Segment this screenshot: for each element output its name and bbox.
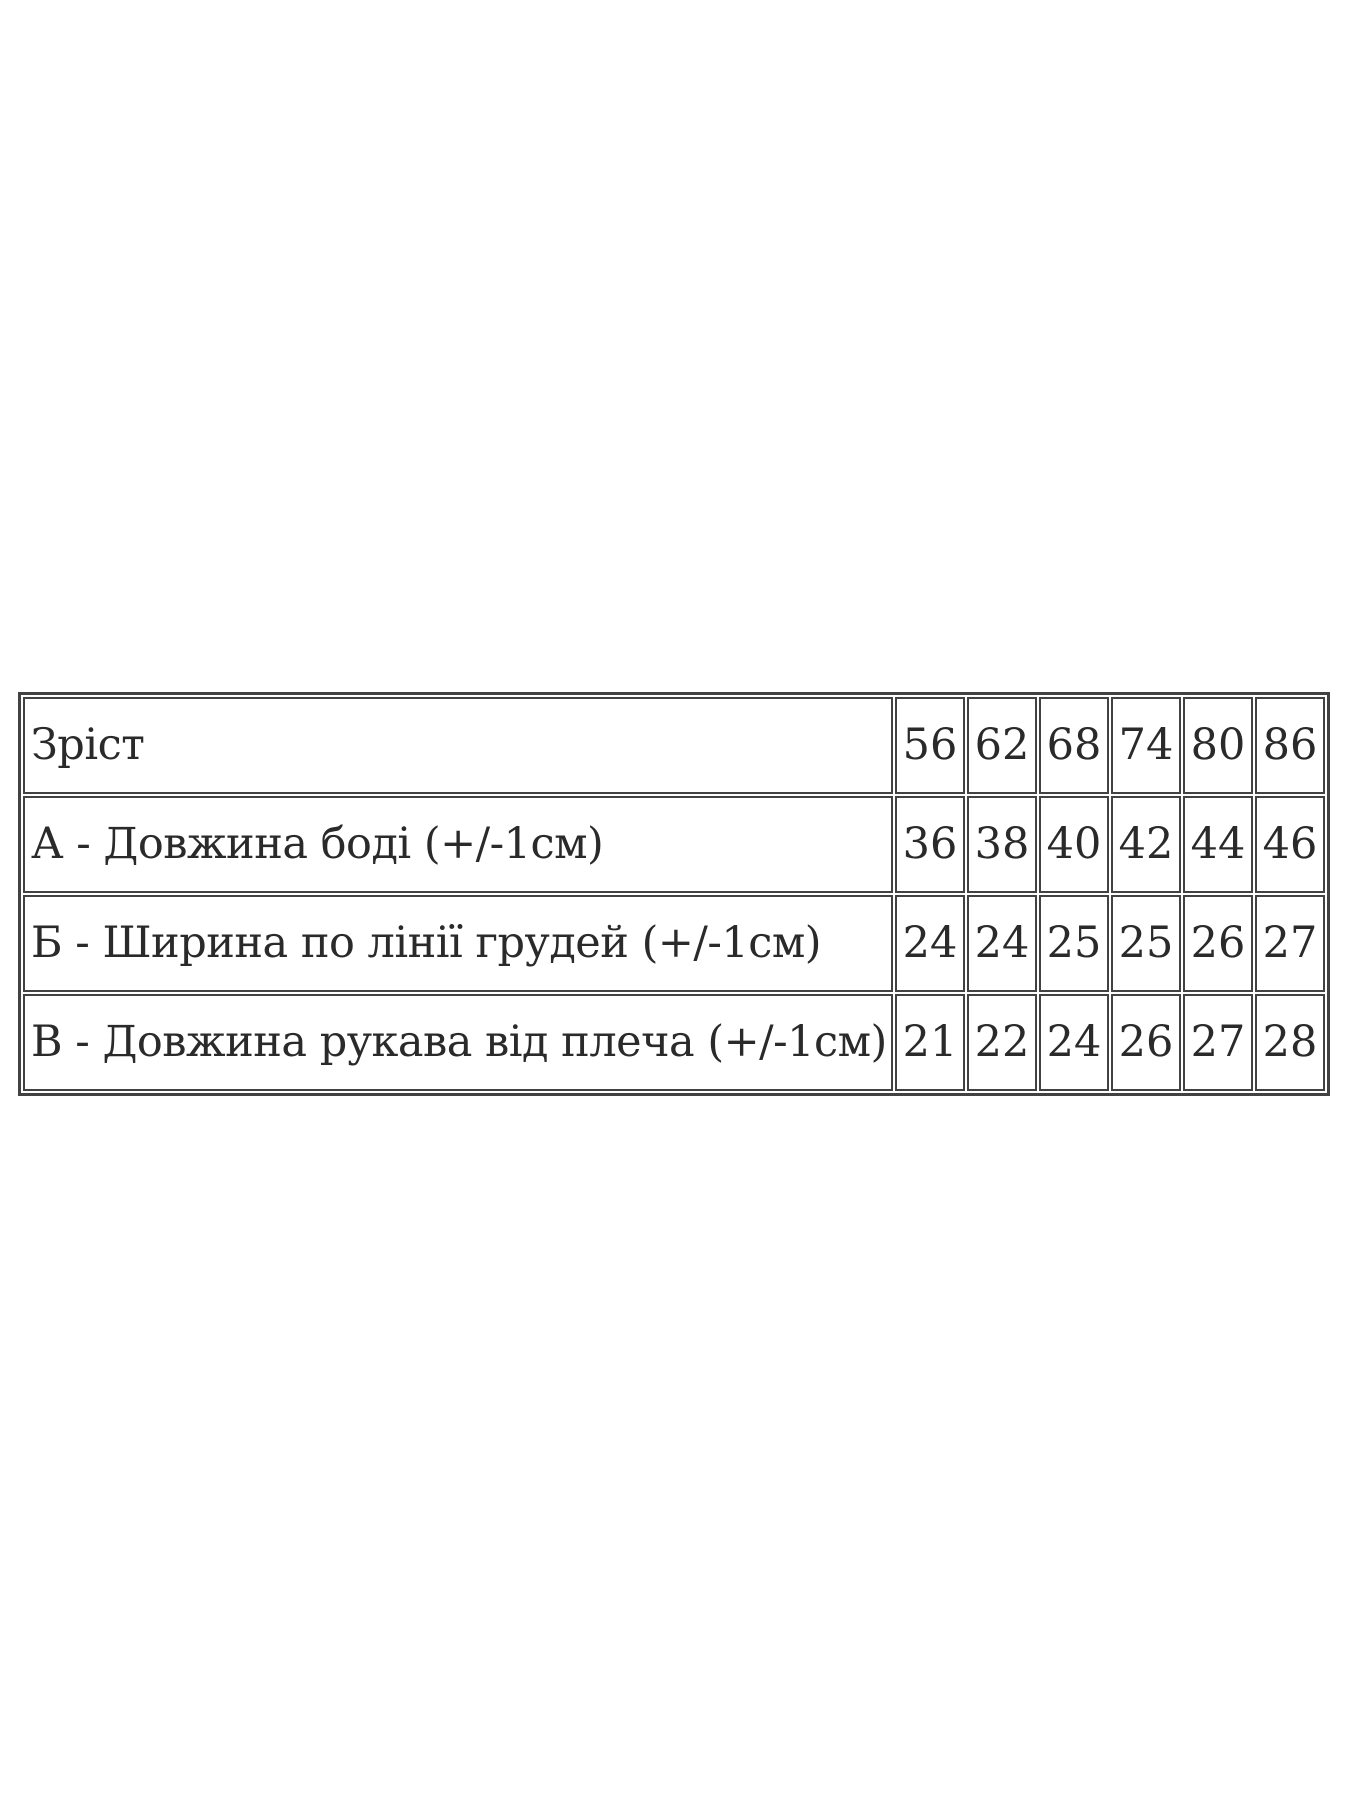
height-size-cell: 68	[1039, 697, 1109, 794]
sleeve-length-cell: 22	[967, 994, 1037, 1091]
chest-width-cell: 24	[967, 895, 1037, 992]
height-size-cell: 62	[967, 697, 1037, 794]
chest-width-cell: 24	[895, 895, 965, 992]
height-size-cell: 56	[895, 697, 965, 794]
body-length-cell: 44	[1183, 796, 1253, 893]
row-label-sleeve-length: В - Довжина рукава від плеча (+/-1см)	[23, 994, 893, 1091]
sleeve-length-cell: 21	[895, 994, 965, 1091]
chest-width-cell: 26	[1183, 895, 1253, 992]
chest-width-cell: 25	[1111, 895, 1181, 992]
body-length-cell: 38	[967, 796, 1037, 893]
chest-width-cell: 27	[1255, 895, 1325, 992]
sleeve-length-cell: 27	[1183, 994, 1253, 1091]
table-row-sleeve-length: В - Довжина рукава від плеча (+/-1см) 21…	[23, 994, 1325, 1091]
sleeve-length-cell: 26	[1111, 994, 1181, 1091]
body-length-cell: 36	[895, 796, 965, 893]
row-label-chest-width: Б - Ширина по лінії грудей (+/-1см)	[23, 895, 893, 992]
height-size-cell: 80	[1183, 697, 1253, 794]
row-label-body-length: А - Довжина боді (+/-1см)	[23, 796, 893, 893]
body-length-cell: 46	[1255, 796, 1325, 893]
sleeve-length-cell: 28	[1255, 994, 1325, 1091]
sleeve-length-cell: 24	[1039, 994, 1109, 1091]
table-row-chest-width: Б - Ширина по лінії грудей (+/-1см) 24 2…	[23, 895, 1325, 992]
height-size-cell: 86	[1255, 697, 1325, 794]
row-label-height: Зріст	[23, 697, 893, 794]
height-size-cell: 74	[1111, 697, 1181, 794]
body-length-cell: 40	[1039, 796, 1109, 893]
table-row-body-length: А - Довжина боді (+/-1см) 36 38 40 42 44…	[23, 796, 1325, 893]
table-row-height: Зріст 56 62 68 74 80 86	[23, 697, 1325, 794]
body-length-cell: 42	[1111, 796, 1181, 893]
chest-width-cell: 25	[1039, 895, 1109, 992]
size-table: Зріст 56 62 68 74 80 86 А - Довжина боді…	[18, 692, 1330, 1096]
